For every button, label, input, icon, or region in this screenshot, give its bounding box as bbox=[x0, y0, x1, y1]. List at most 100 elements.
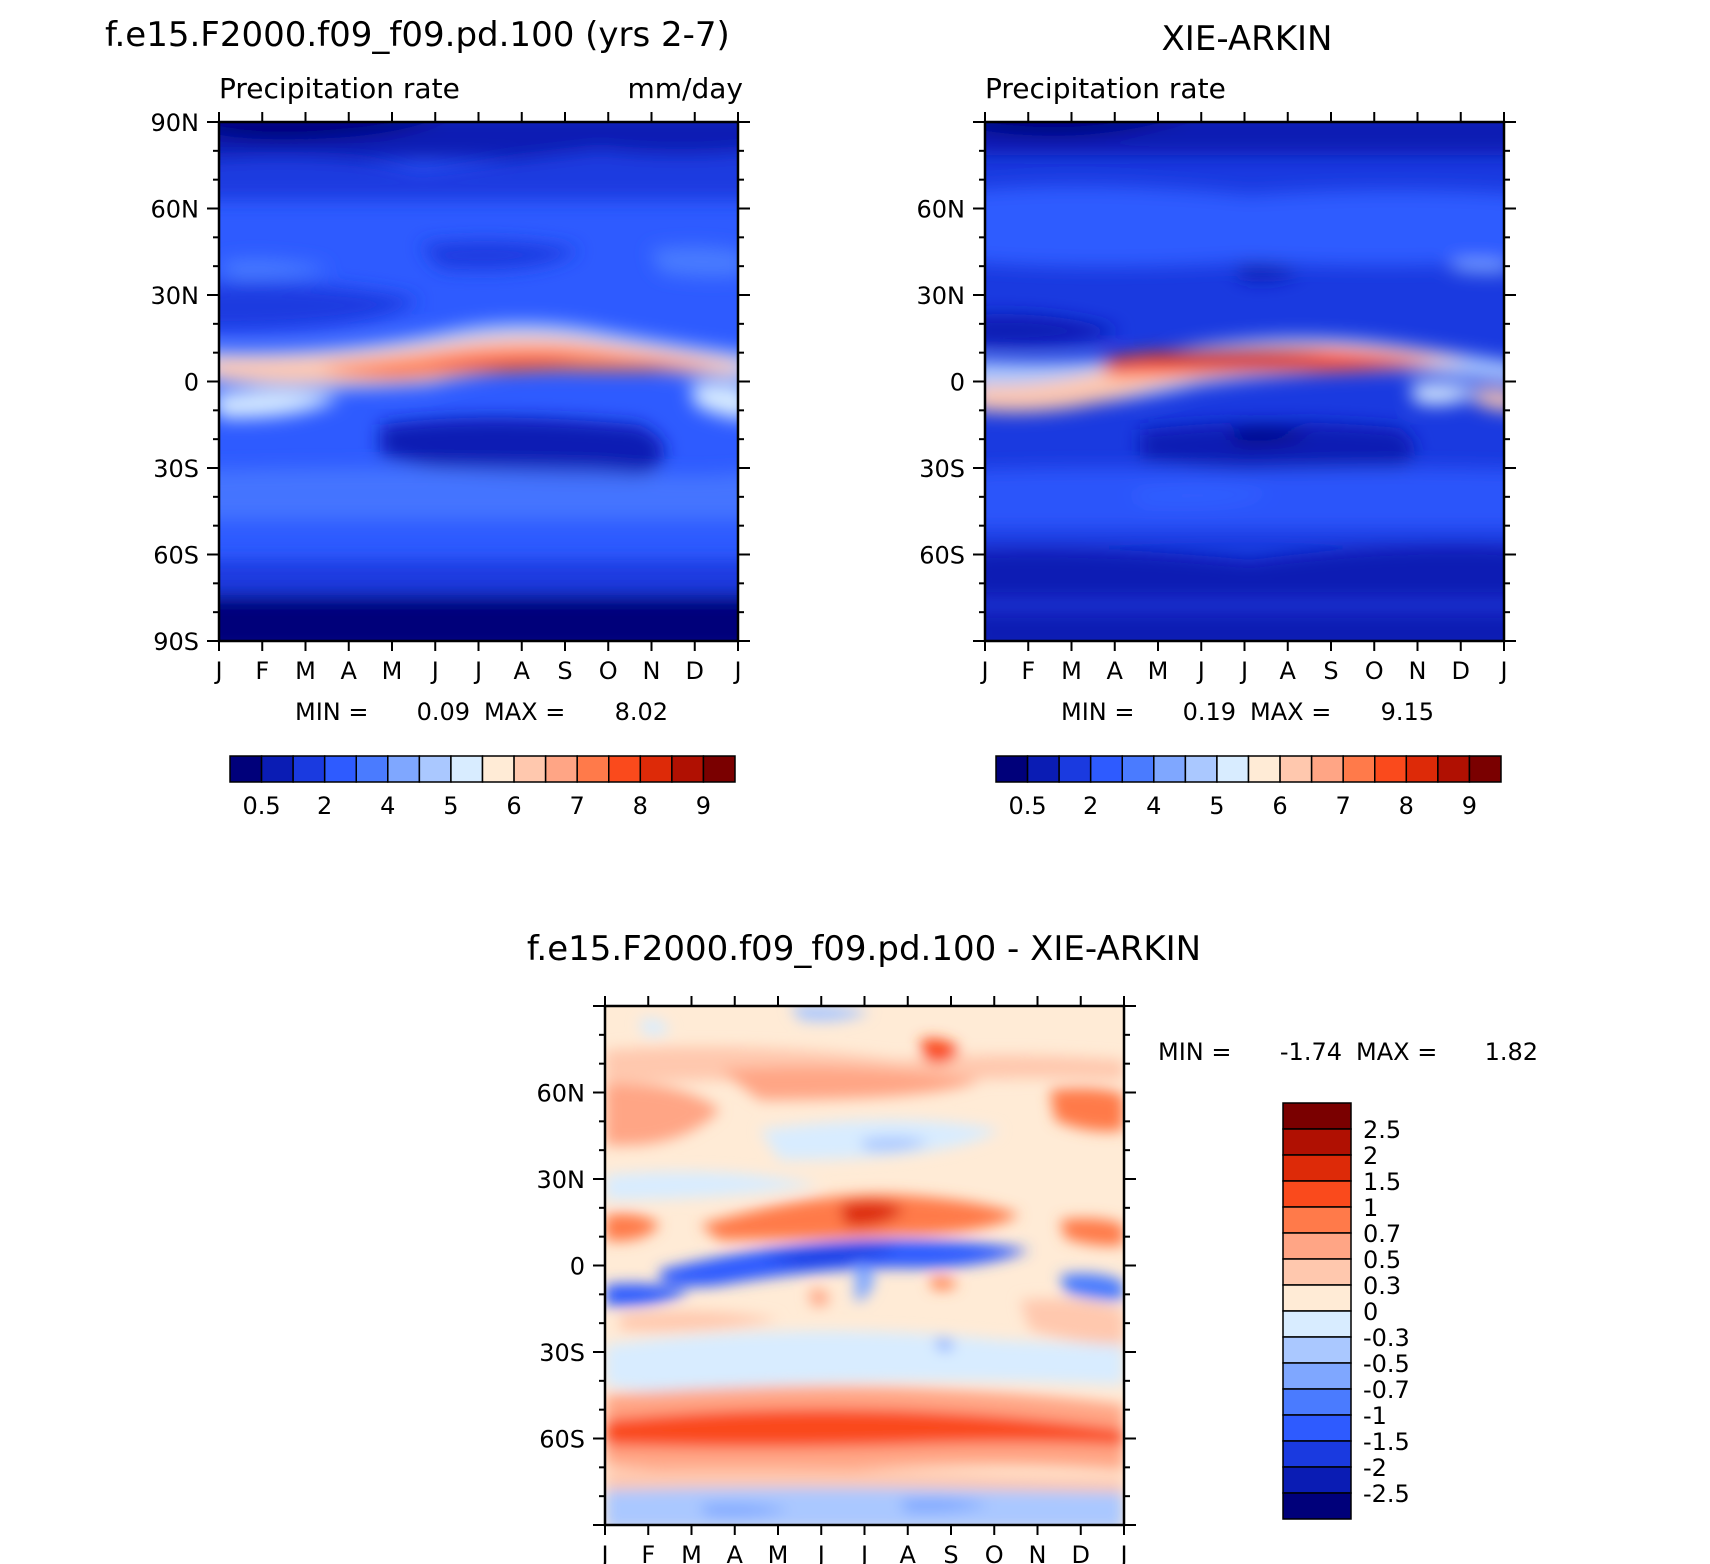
colorbar-swatch bbox=[1282, 1102, 1352, 1130]
colorbar-label: 7 bbox=[570, 792, 585, 820]
subtropic-red-e bbox=[1060, 1218, 1124, 1246]
colorbar-label: -2.5 bbox=[1363, 1480, 1410, 1508]
x-tick-label: F bbox=[255, 657, 269, 685]
north-red-patch-2 bbox=[1050, 1088, 1124, 1132]
x-tick-label: D bbox=[686, 657, 704, 685]
x-tick-label: J bbox=[859, 1541, 868, 1564]
panel-model-max-value: 8.02 bbox=[615, 698, 668, 726]
panel-model-colorbar: 0.5 2 4 5 6 7 8 9 bbox=[229, 755, 736, 820]
north-subtropic-patch bbox=[1235, 262, 1300, 281]
north-patch bbox=[1450, 260, 1504, 273]
colorbar-swatch bbox=[1282, 1232, 1352, 1260]
x-tick-label: S bbox=[1323, 657, 1338, 685]
arctic-core bbox=[219, 122, 428, 141]
colorbar-label: 1.5 bbox=[1363, 1168, 1401, 1196]
y-tick-label: 30S bbox=[539, 1339, 585, 1367]
antarctic-blue-core-2 bbox=[900, 1498, 990, 1513]
panel-model-contour-field bbox=[219, 122, 738, 641]
colorbar-label: 9 bbox=[1462, 792, 1477, 820]
panel-diff-min-label: MIN = bbox=[1158, 1038, 1231, 1066]
arctic-blue-patch bbox=[790, 1006, 870, 1022]
x-tick-label: F bbox=[1021, 657, 1035, 685]
south-subtropic-core bbox=[1230, 429, 1310, 443]
colorbar-label: -0.3 bbox=[1363, 1324, 1410, 1352]
panel-diff-contour-field bbox=[605, 1006, 1124, 1525]
x-tick-label: O bbox=[1365, 657, 1384, 685]
y-tick-label: 60S bbox=[919, 542, 965, 570]
north-high-lat-band bbox=[219, 150, 738, 200]
x-tick-label: M bbox=[681, 1541, 702, 1564]
colorbar-swatch bbox=[671, 755, 705, 783]
y-tick-label: 30S bbox=[919, 455, 965, 483]
colorbar-label: 5 bbox=[443, 792, 458, 820]
colorbar-label: 2 bbox=[317, 792, 332, 820]
colorbar-label: 2 bbox=[1363, 1142, 1378, 1170]
colorbar-swatch bbox=[1282, 1492, 1352, 1520]
north-red-patch bbox=[605, 1084, 720, 1146]
colorbar-label: 6 bbox=[506, 792, 521, 820]
arctic-core bbox=[985, 122, 1164, 136]
colorbar-swatch bbox=[1282, 1310, 1352, 1338]
panel-obs-title: XIE-ARKIN bbox=[1162, 19, 1333, 59]
equator-blue-stem bbox=[855, 1264, 875, 1301]
colorbar-label: 0.5 bbox=[1008, 792, 1046, 820]
panel-obs-min-value: 0.19 bbox=[1183, 698, 1236, 726]
subtropic-red-w bbox=[605, 1213, 660, 1241]
north-red-core bbox=[920, 1038, 960, 1064]
panel-diff: f.e15.F2000.f09_f09.pd.100 - XIE-ARKIN bbox=[527, 929, 1538, 1564]
colorbar-swatch bbox=[576, 755, 610, 783]
colorbar-label: -2 bbox=[1363, 1454, 1387, 1482]
antarctic-band bbox=[985, 610, 1504, 641]
north-subtropic-dry bbox=[985, 314, 1120, 346]
colorbar-swatch bbox=[1184, 755, 1218, 783]
x-tick-label: N bbox=[1029, 1541, 1047, 1564]
x-tick-label: A bbox=[727, 1541, 744, 1564]
x-tick-label: J bbox=[979, 657, 988, 685]
sh-red-dots bbox=[810, 1288, 830, 1307]
south-high-lat bbox=[985, 545, 1504, 600]
colorbar-swatch bbox=[1282, 1206, 1352, 1234]
colorbar-swatch bbox=[1121, 755, 1155, 783]
panel-model-left-string: Precipitation rate bbox=[219, 72, 460, 105]
panel-obs-min-label: MIN = bbox=[1061, 698, 1134, 726]
south-midlat-band bbox=[985, 467, 1504, 530]
south-subtropic-dry bbox=[1140, 421, 1415, 473]
north-subtropic-dry bbox=[219, 284, 420, 330]
sh-red-band-core bbox=[605, 1408, 1124, 1448]
colorbar-swatch bbox=[1342, 755, 1376, 783]
panel-obs: XIE-ARKIN Precipitation rate bbox=[917, 19, 1516, 820]
y-tick-label: 30N bbox=[151, 282, 200, 310]
north-subtropic-dry-2 bbox=[420, 241, 580, 270]
colorbar-label: -0.7 bbox=[1363, 1376, 1410, 1404]
colorbar-swatch bbox=[1282, 1388, 1352, 1416]
colorbar-label: 8 bbox=[633, 792, 648, 820]
colorbar-label: 0.5 bbox=[242, 792, 280, 820]
south-subtropic-dry bbox=[380, 417, 665, 481]
colorbar-swatch bbox=[1279, 755, 1313, 783]
colorbar-label: -1 bbox=[1363, 1402, 1387, 1430]
x-tick-label: J bbox=[1498, 657, 1507, 685]
south-midlat-band bbox=[219, 467, 738, 520]
north-high-lat bbox=[985, 186, 1504, 267]
colorbar-swatch bbox=[1282, 1336, 1352, 1364]
colorbar-swatch bbox=[1153, 755, 1187, 783]
itcz-max bbox=[420, 354, 580, 367]
y-tick-label: 0 bbox=[950, 369, 965, 397]
x-tick-label: S bbox=[943, 1541, 958, 1564]
colorbar-swatch bbox=[1310, 755, 1344, 783]
colorbar-swatch bbox=[1282, 1128, 1352, 1156]
x-tick-label: F bbox=[641, 1541, 655, 1564]
sh-pacific-patch bbox=[1470, 388, 1504, 410]
colorbar-swatch bbox=[481, 755, 515, 783]
colorbar-swatch bbox=[995, 755, 1029, 783]
north-midlat-patch bbox=[220, 259, 330, 279]
colorbar-swatch bbox=[1058, 755, 1092, 783]
x-tick-label: S bbox=[557, 657, 572, 685]
north-red-band bbox=[720, 1066, 980, 1100]
colorbar-label: 0.3 bbox=[1363, 1272, 1401, 1300]
colorbar-swatch bbox=[702, 755, 736, 783]
subtropic-red-core bbox=[840, 1201, 905, 1226]
south-high-lat-band bbox=[219, 560, 738, 600]
x-tick-label: A bbox=[900, 1541, 917, 1564]
